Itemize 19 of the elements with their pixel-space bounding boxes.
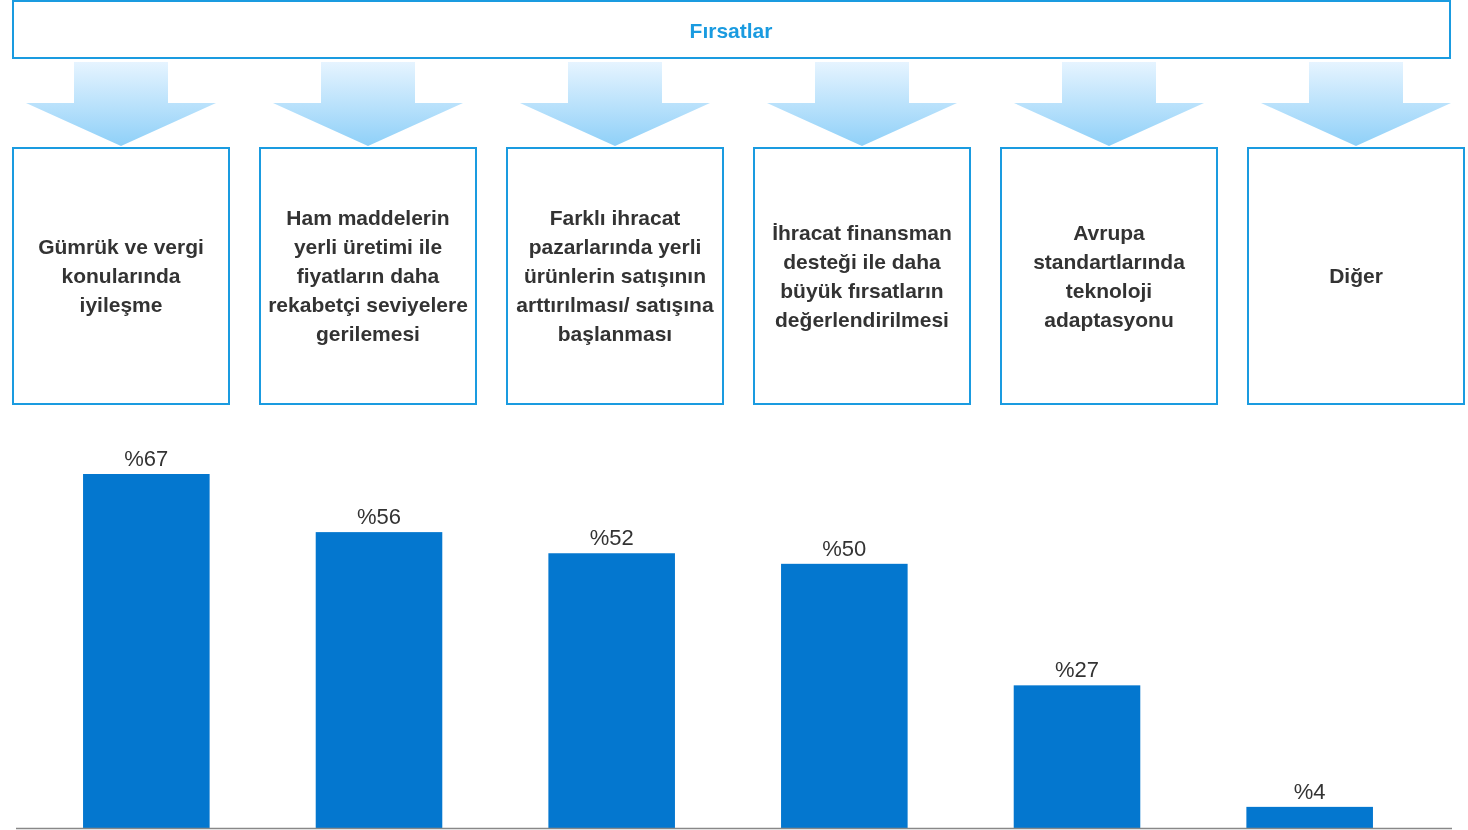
data-label: %67 <box>124 446 169 471</box>
bar <box>83 474 210 828</box>
bar <box>315 532 443 828</box>
x-tick-label: İhracat finansman desteği ile daha büyük fırsatların değerlendirilmesi <box>772 220 952 331</box>
data-label: %4 <box>1293 778 1326 804</box>
bar <box>781 563 908 828</box>
chart-title: Fırsatlar <box>689 19 773 42</box>
x-tick-label: Gümrük ve vergi konularında iyileşme <box>38 235 204 316</box>
data-label: %56 <box>356 504 402 530</box>
data-label: %27 <box>1054 657 1100 683</box>
x-tick-label: Avrupa standartlarında teknoloji adaptasyonu <box>1033 220 1186 331</box>
x-tick-label: Diğer <box>1329 264 1383 287</box>
data-label: %52 <box>589 525 634 551</box>
bar <box>548 553 675 828</box>
data-label: %50 <box>822 535 867 561</box>
x-tick-label: Ham maddelerin yerli üretimi ile fiyatların daha rekabetçi seviyelere gerilemesi <box>268 206 468 345</box>
x-tick-label: Farklı ihracat pazarlarında yerli ürünlerin satışının arttırılması/ satışına başlanması <box>516 206 714 345</box>
bar <box>1246 806 1373 828</box>
bar <box>1013 685 1141 828</box>
